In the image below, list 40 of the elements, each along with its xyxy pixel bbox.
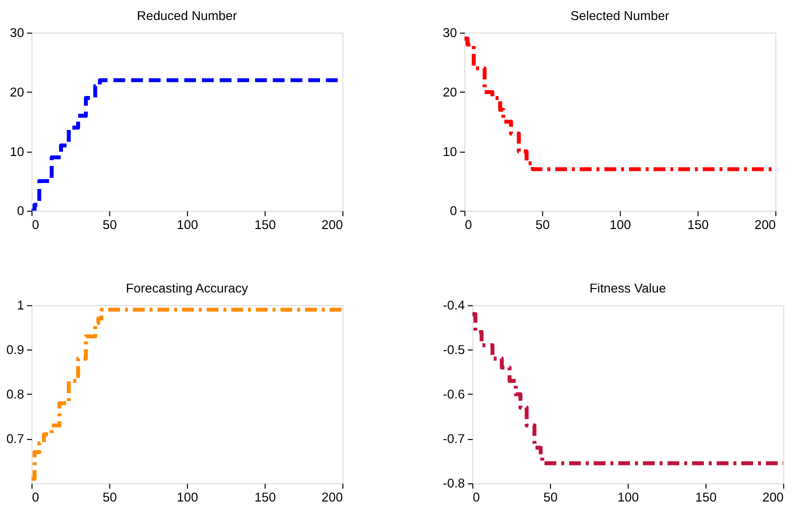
y-tick-label: 0.8 [6,386,24,402]
y-tick-label: 20 [10,84,24,100]
y-tick-label: 0 [450,203,458,218]
x-tick-label: 0 [32,216,40,232]
x-tick-label: 100 [176,216,198,232]
x-tick-label: 50 [543,489,558,504]
y-tick-label: 30 [10,25,24,40]
x-tick-label: 200 [322,216,343,232]
chart-title: Fitness Value [589,280,666,296]
x-tick-label: 50 [102,216,117,232]
x-tick-label: 100 [176,489,198,504]
x-tick-label: 0 [472,489,480,504]
y-tick-label: -0.6 [442,386,465,402]
chart-title: Forecasting Accuracy [126,280,249,296]
y-tick-label: -0.5 [442,342,465,358]
x-tick-label: 150 [695,489,717,504]
x-tick-label: 0 [32,489,40,504]
y-tick-label: 1 [16,298,24,313]
y-tick-label: -0.7 [442,431,465,446]
y-tick-label: 30 [442,25,458,40]
x-tick-label: 200 [754,216,776,232]
y-tick-label: 20 [442,84,458,100]
y-tick-label: -0.4 [442,298,465,313]
x-tick-label: 200 [322,489,343,504]
y-tick-label: 0.7 [6,431,24,446]
y-tick-label: 10 [10,144,24,159]
y-tick-label: 0.9 [6,342,24,358]
y-tick-label: 0 [16,203,24,218]
x-tick-label: 100 [618,489,639,504]
chart-title: Selected Number [570,8,670,23]
x-tick-label: 200 [762,489,784,504]
x-tick-label: 150 [254,216,276,232]
x-tick-label: 50 [102,489,117,504]
chart-title: Reduced Number [136,8,238,23]
x-tick-label: 100 [610,216,632,232]
x-tick-label: 50 [536,216,550,232]
y-tick-label: 10 [442,144,458,159]
y-tick-label: -0.8 [442,476,465,491]
x-tick-label: 150 [254,489,276,504]
x-tick-label: 150 [687,216,709,232]
